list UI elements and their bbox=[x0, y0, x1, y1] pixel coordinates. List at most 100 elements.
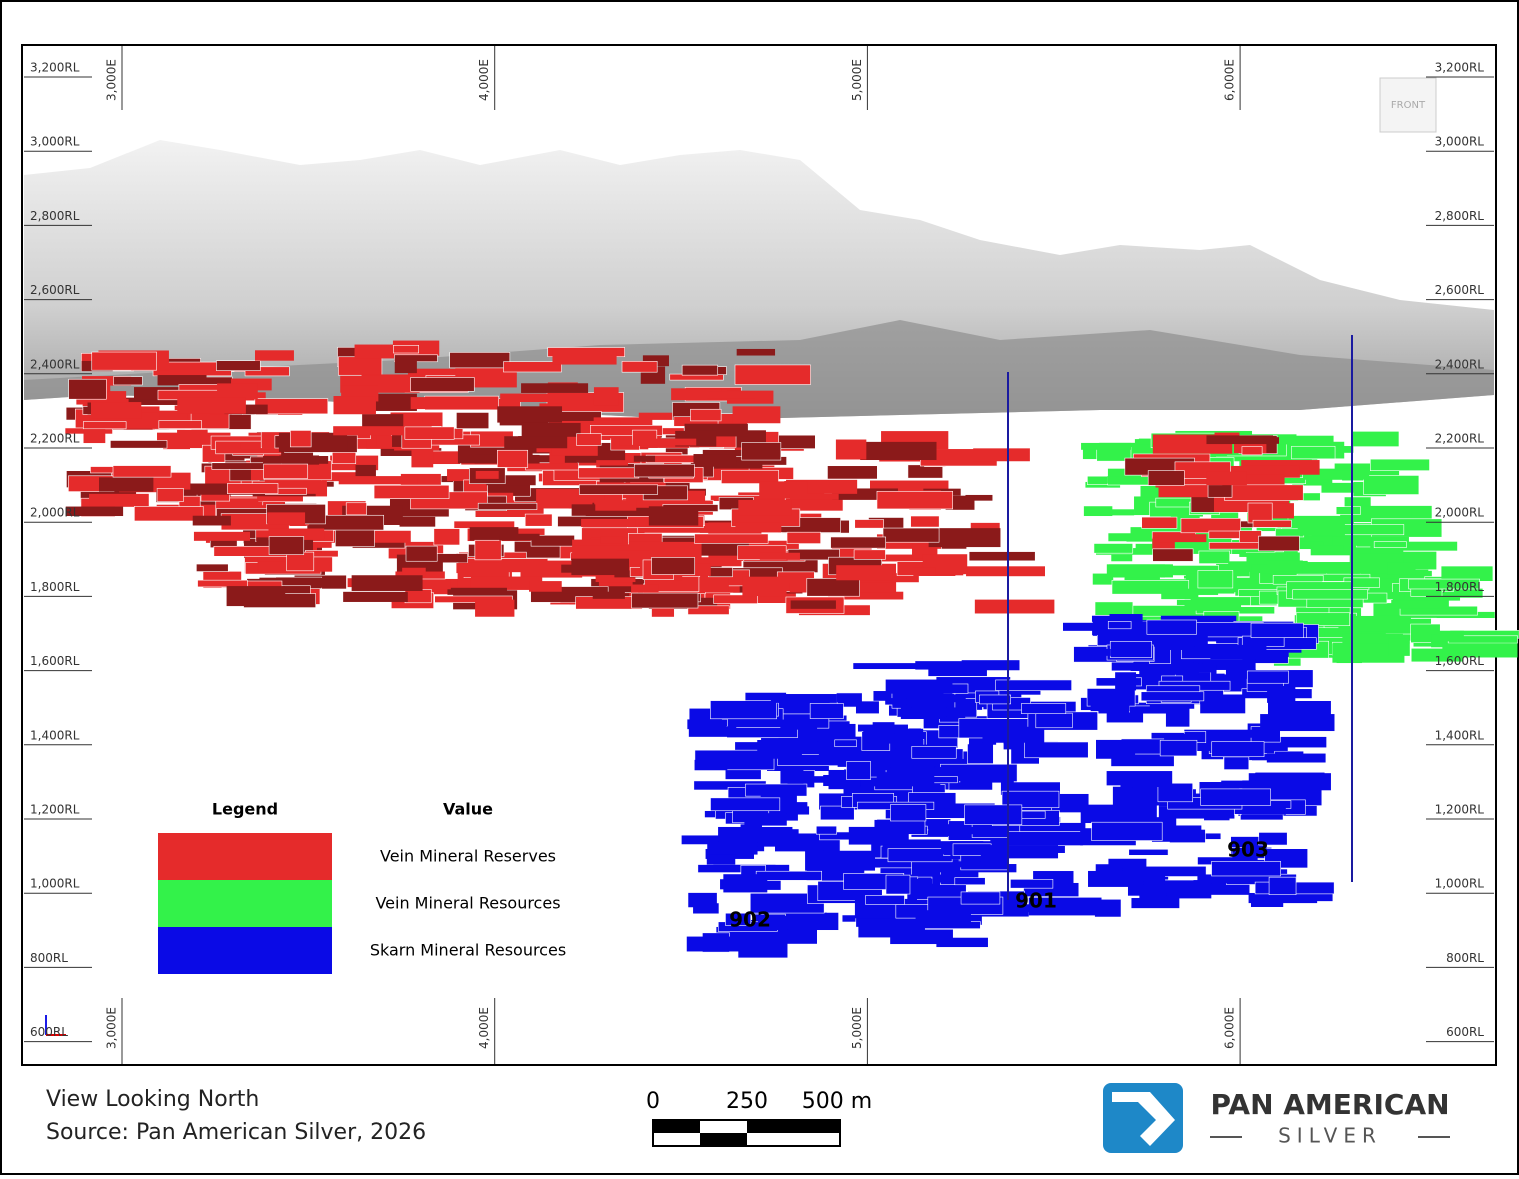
ore-block bbox=[1340, 506, 1412, 518]
ore-block bbox=[474, 539, 502, 561]
ore-block bbox=[1010, 879, 1054, 889]
ore-block bbox=[1184, 599, 1242, 611]
ore-block bbox=[1222, 465, 1300, 478]
ore-block bbox=[1436, 630, 1464, 642]
ore-block bbox=[99, 477, 154, 492]
ore-block bbox=[694, 533, 769, 544]
legend-swatch bbox=[158, 880, 332, 927]
ore-block bbox=[651, 557, 696, 575]
ore-block bbox=[113, 376, 143, 386]
ore-block bbox=[378, 421, 432, 429]
ore-block bbox=[83, 421, 127, 430]
ore-block bbox=[911, 746, 957, 759]
ore-block bbox=[486, 475, 536, 486]
legend-label: Vein Mineral Reserves bbox=[380, 847, 556, 866]
ore-block bbox=[1336, 524, 1405, 536]
ore-block bbox=[921, 694, 966, 703]
ore-block bbox=[780, 719, 818, 730]
ore-block bbox=[855, 701, 879, 714]
elevation-label: 600RL bbox=[1446, 1025, 1484, 1039]
elevation-label: 2,600RL bbox=[30, 283, 80, 297]
ore-block bbox=[738, 939, 788, 958]
ore-block bbox=[1001, 790, 1060, 808]
ore-block bbox=[1250, 622, 1304, 638]
ore-block bbox=[846, 761, 871, 780]
ore-block bbox=[227, 483, 279, 494]
ore-block bbox=[226, 586, 286, 607]
ore-block bbox=[112, 465, 172, 478]
ore-block bbox=[723, 874, 768, 893]
ore-block bbox=[447, 587, 507, 595]
zone-label: 901 bbox=[1015, 889, 1057, 913]
ore-block bbox=[373, 484, 450, 499]
ore-block bbox=[594, 500, 637, 511]
ore-block bbox=[1159, 739, 1198, 757]
elevation-label: 2,200RL bbox=[1435, 432, 1485, 446]
ore-block bbox=[157, 375, 207, 386]
ore-block bbox=[515, 455, 566, 465]
ore-block bbox=[759, 552, 800, 560]
ore-block bbox=[224, 404, 268, 415]
ore-block bbox=[1290, 541, 1324, 550]
ore-block bbox=[876, 772, 935, 784]
ore-block bbox=[1109, 641, 1153, 658]
ore-block bbox=[965, 565, 1046, 577]
scale-label: 250 bbox=[726, 1089, 768, 1114]
ore-block bbox=[688, 726, 737, 737]
ore-block bbox=[744, 813, 787, 826]
ore-block bbox=[592, 591, 625, 599]
ore-block bbox=[633, 455, 656, 462]
legend-swatch bbox=[158, 927, 332, 974]
ore-block bbox=[177, 427, 208, 435]
ore-block bbox=[789, 493, 839, 500]
ore-block bbox=[973, 448, 1030, 462]
ore-block bbox=[500, 393, 573, 402]
ore-block bbox=[1292, 589, 1368, 600]
ore-block bbox=[1200, 788, 1271, 806]
ore-block bbox=[1007, 831, 1084, 846]
ore-block bbox=[806, 578, 860, 597]
ore-block bbox=[995, 679, 1072, 691]
ore-block bbox=[707, 841, 758, 855]
ore-block bbox=[915, 661, 991, 670]
ore-block bbox=[757, 740, 802, 759]
ore-block bbox=[110, 440, 168, 449]
ore-block bbox=[1318, 545, 1344, 552]
ore-block bbox=[552, 349, 617, 365]
ore-block bbox=[724, 769, 762, 780]
ore-block bbox=[606, 459, 670, 466]
ore-block bbox=[488, 558, 548, 573]
ore-block bbox=[496, 449, 529, 468]
ore-block bbox=[834, 739, 857, 748]
ore-block bbox=[789, 583, 818, 593]
ore-block bbox=[1080, 804, 1157, 824]
elevation-label: 1,600RL bbox=[1435, 654, 1485, 668]
ore-block bbox=[1107, 621, 1132, 630]
ore-block bbox=[1224, 484, 1304, 501]
ore-block bbox=[1164, 880, 1207, 894]
elevation-label: 3,200RL bbox=[30, 61, 80, 75]
ore-block bbox=[1158, 534, 1207, 543]
ore-block bbox=[345, 502, 367, 516]
ore-block bbox=[197, 579, 248, 588]
ore-block bbox=[1268, 876, 1297, 896]
zone-label: 902 bbox=[729, 908, 771, 932]
ore-block bbox=[158, 420, 202, 429]
logo-mark bbox=[1103, 1083, 1183, 1153]
ore-block bbox=[593, 417, 653, 427]
ore-block bbox=[1128, 848, 1169, 856]
ore-block bbox=[354, 344, 406, 359]
ore-block bbox=[970, 522, 1000, 534]
ore-block bbox=[1291, 445, 1336, 460]
ore-block bbox=[192, 515, 231, 526]
ore-block bbox=[1248, 892, 1318, 904]
ore-block bbox=[267, 512, 306, 525]
ore-block bbox=[1206, 471, 1247, 486]
ore-block bbox=[351, 575, 423, 591]
ore-block bbox=[338, 476, 418, 485]
ore-block bbox=[852, 662, 917, 670]
ore-block bbox=[456, 412, 490, 429]
ore-block bbox=[1130, 527, 1186, 535]
ore-block bbox=[1370, 458, 1430, 471]
